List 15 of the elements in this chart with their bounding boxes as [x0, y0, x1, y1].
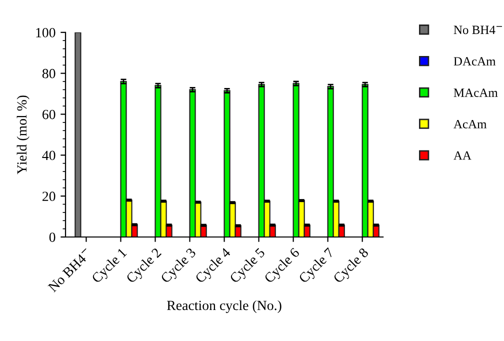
legend-label: MAcAm [454, 88, 498, 97]
y-axis-title: Yield (mol %) [16, 96, 30, 174]
y-tick-label: 20 [42, 192, 56, 202]
bar [74, 32, 82, 237]
x-tick-label: No BH4$^{−}$ [48, 248, 92, 293]
y-tick-label: 60 [42, 110, 56, 120]
legend-label: AcAm [454, 120, 487, 128]
x-axis-title: Reaction cycle (No.) [167, 300, 282, 313]
y-tick-label: 40 [42, 150, 56, 160]
y-tick-label: 80 [42, 68, 56, 78]
y-tick-label: 0 [49, 232, 56, 242]
legend-label: DAcAm [454, 57, 496, 66]
y-tick-label: 100 [36, 28, 56, 38]
legend-label: AA [454, 151, 472, 160]
legend-label: No BH4$^{−}$ [454, 26, 502, 34]
